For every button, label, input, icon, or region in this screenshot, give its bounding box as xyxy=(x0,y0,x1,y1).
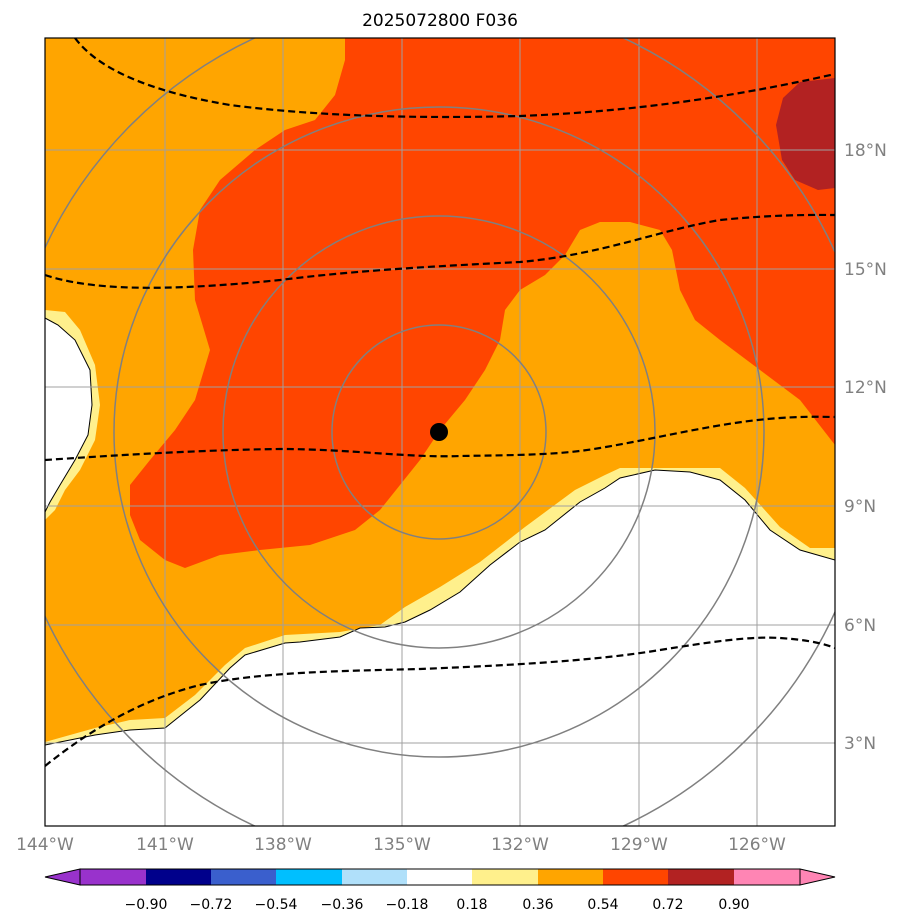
colorbar-label: 0.72 xyxy=(652,897,683,913)
lat-tick-label: 9°N xyxy=(844,497,876,517)
colorbar-label: −0.90 xyxy=(125,897,168,913)
range-ring-2 xyxy=(222,215,656,649)
lon-tick-label: 129°W xyxy=(610,835,668,855)
colorbar-bin xyxy=(80,869,146,885)
lat-tick-label: 3°N xyxy=(844,734,876,754)
colorbar-label: 0.90 xyxy=(718,897,749,913)
contour-1 xyxy=(74,38,835,119)
colorbar-label: −0.36 xyxy=(321,897,364,913)
land-west xyxy=(45,317,93,513)
colorbar-extend-left xyxy=(44,868,81,886)
lon-tick-label: 144°W xyxy=(16,835,74,855)
colorbar-bin xyxy=(734,869,800,885)
contour-2 xyxy=(45,213,835,289)
colorbar: −0.90 −0.72 −0.54 −0.36 −0.18 0.18 0.36 … xyxy=(44,868,836,913)
colorbar-label: −0.54 xyxy=(255,897,298,913)
lat-tick-label: 18°N xyxy=(844,141,887,161)
range-rings xyxy=(45,38,835,826)
lon-tick-label: 141°W xyxy=(136,835,194,855)
colorbar-label: 0.36 xyxy=(522,897,553,913)
colorbar-bin xyxy=(276,869,342,885)
colorbar-label: 0.18 xyxy=(456,897,487,913)
field-dark-red xyxy=(776,78,835,190)
field-red xyxy=(130,38,835,568)
lat-tick-label: 15°N xyxy=(844,260,887,280)
colorbar-bin xyxy=(211,869,276,885)
range-ring-3 xyxy=(113,106,765,758)
colorbar-label: 0.54 xyxy=(587,897,618,913)
colorbar-bin xyxy=(668,869,734,885)
contour-4 xyxy=(45,636,835,767)
map-title: 2025072800 F036 xyxy=(362,11,518,31)
lat-tick-label: 6°N xyxy=(844,616,876,636)
colorbar-bin xyxy=(603,869,668,885)
contour-3 xyxy=(45,415,835,462)
lat-tick-labels: 3°N 6°N 9°N 12°N 15°N 18°N xyxy=(844,141,887,754)
colorbar-label: −0.72 xyxy=(190,897,233,913)
lon-tick-label: 132°W xyxy=(491,835,549,855)
colorbar-bin xyxy=(342,869,407,885)
lon-tick-label: 135°W xyxy=(373,835,431,855)
map-panel xyxy=(45,38,835,826)
colorbar-bin xyxy=(146,869,211,885)
lon-tick-label: 126°W xyxy=(728,835,786,855)
lon-tick-label: 138°W xyxy=(254,835,312,855)
lat-tick-label: 12°N xyxy=(844,378,887,398)
lon-tick-labels: 144°W 141°W 138°W 135°W 132°W 129°W 126°… xyxy=(16,835,786,855)
colorbar-frame xyxy=(79,868,801,886)
colorbar-bin xyxy=(472,869,538,885)
colorbar-bin xyxy=(538,869,603,885)
range-ring-1 xyxy=(331,324,547,540)
map-frame xyxy=(44,37,836,827)
colorbar-extend-right xyxy=(799,868,836,886)
colorbar-bin xyxy=(407,869,472,885)
colorbar-label: −0.18 xyxy=(386,897,429,913)
storm-center-marker xyxy=(430,423,448,441)
contours xyxy=(45,38,835,767)
graticule xyxy=(45,38,835,826)
